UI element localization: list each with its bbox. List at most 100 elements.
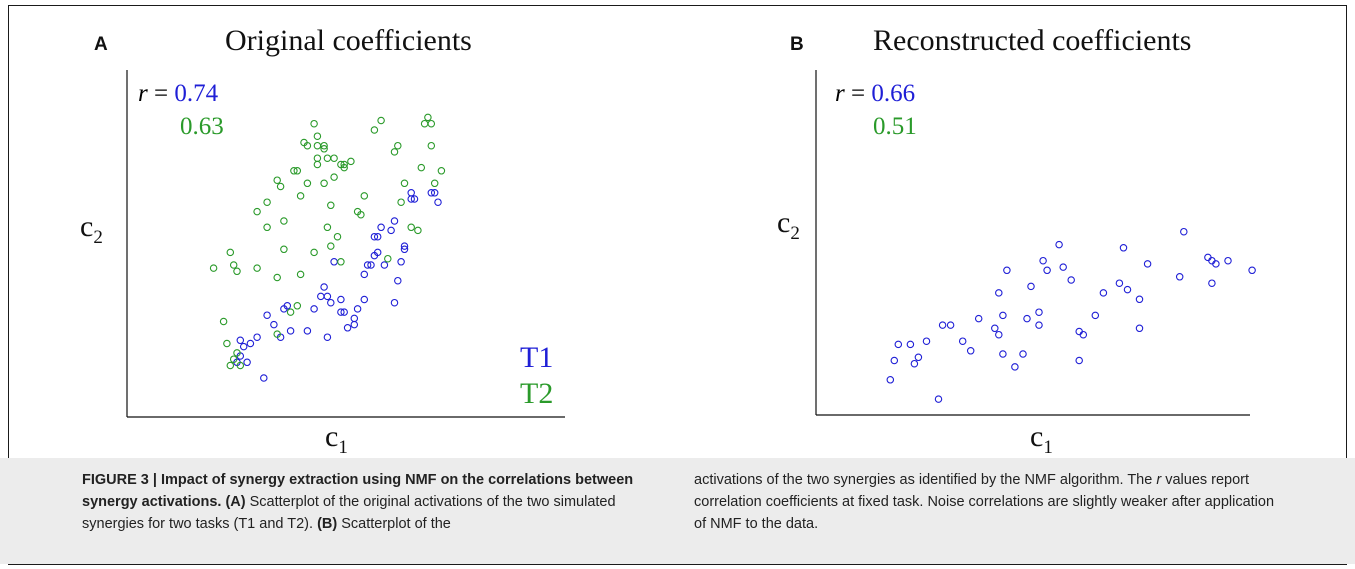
panel-a-point-t2 bbox=[286, 308, 295, 316]
panel-a-r-t2: 0.63 bbox=[180, 113, 224, 141]
panel-a-point-t2 bbox=[310, 248, 318, 257]
panel-b-point-t1 bbox=[1059, 263, 1067, 271]
panel-b-point-t1 bbox=[1023, 314, 1031, 323]
panel-a-point-t1 bbox=[323, 333, 332, 341]
panel-b-point-t1 bbox=[1099, 289, 1108, 297]
panel-a-point-t1 bbox=[377, 223, 385, 232]
panel-b-point-t1 bbox=[1039, 256, 1047, 265]
panel-a-point-t2 bbox=[233, 349, 241, 357]
panel-a-point-t2 bbox=[327, 242, 335, 250]
panel-a-point-t1 bbox=[434, 198, 442, 206]
panel-a-point-t1 bbox=[370, 232, 379, 241]
panel-b-point-t1 bbox=[995, 330, 1003, 339]
panel-b-point-t1 bbox=[1055, 240, 1063, 249]
panel-a-point-t2 bbox=[357, 210, 365, 219]
panel-a-legend: T1 T2 bbox=[520, 340, 553, 412]
panel-a-point-t2 bbox=[229, 355, 238, 363]
panel-a-point-t1 bbox=[380, 261, 389, 269]
panel-b-point-t1 bbox=[999, 311, 1007, 320]
panel-a-point-t1 bbox=[246, 339, 255, 348]
panel-a-point-t2 bbox=[280, 217, 288, 225]
panel-b-point-t1 bbox=[1035, 308, 1043, 316]
panel-a-point-t1 bbox=[387, 226, 395, 235]
panel-a-point-t2 bbox=[337, 258, 345, 266]
panel-a-point-t2 bbox=[400, 179, 409, 188]
panel-b-point-t1 bbox=[1143, 260, 1152, 268]
panel-a-point-t2 bbox=[347, 157, 355, 166]
panel-b-point-t1 bbox=[999, 350, 1007, 358]
panel-a-point-t2 bbox=[219, 317, 228, 326]
panel-b-r-t2: 0.51 bbox=[873, 113, 917, 141]
panel-b-point-t1 bbox=[1135, 324, 1144, 333]
panel-b-point-t1 bbox=[1011, 363, 1019, 371]
panel-a-point-t1 bbox=[260, 374, 268, 382]
panel-a-point-t2 bbox=[407, 223, 415, 232]
panel-a-point-t2 bbox=[229, 261, 238, 269]
panel-b-point-t1 bbox=[1212, 260, 1220, 268]
panel-a-point-t2 bbox=[320, 145, 328, 153]
panel-b-r-value-t1: 0.66 bbox=[871, 80, 916, 107]
panel-a-point-t2 bbox=[323, 223, 332, 232]
panel-b-point-t1 bbox=[922, 337, 931, 345]
panel-b-point-t1 bbox=[1043, 266, 1051, 275]
panel-a-point-t2 bbox=[276, 182, 285, 191]
r-equals: = bbox=[147, 80, 175, 107]
panel-a-point-t2 bbox=[293, 302, 302, 310]
panel-a-point-t2 bbox=[263, 223, 271, 232]
panel-a-point-t1 bbox=[394, 276, 402, 285]
figure-caption: FIGURE 3 | Impact of synergy extraction … bbox=[0, 458, 1355, 564]
caption-column-left: FIGURE 3 | Impact of synergy extraction … bbox=[82, 469, 657, 535]
panel-b-xlabel: c1 bbox=[1030, 420, 1053, 458]
caption-right-text-2: values report correlation coefficients a… bbox=[694, 472, 1275, 532]
panel-b-point-t1 bbox=[958, 337, 967, 345]
panel-a-point-t2 bbox=[360, 192, 369, 200]
panel-b-point-t1 bbox=[946, 321, 955, 329]
panel-a-point-t2 bbox=[320, 141, 328, 150]
panel-a-point-t2 bbox=[303, 179, 312, 188]
panel-a-point-t1 bbox=[343, 324, 352, 332]
caption-lead: FIGURE 3 | Impact of synergy extraction … bbox=[82, 472, 634, 510]
panel-a-point-t1 bbox=[410, 195, 419, 203]
panel-b-point-t1 bbox=[991, 324, 999, 333]
panel-a-point-t1 bbox=[427, 189, 436, 197]
panel-a-point-t2 bbox=[296, 192, 305, 200]
panel-a-point-t2 bbox=[420, 119, 429, 128]
panel-a-r-value-t2: 0.63 bbox=[180, 113, 224, 140]
panel-b-point-t1 bbox=[934, 395, 943, 403]
panel-a-point-t1 bbox=[400, 242, 409, 250]
panel-a-point-t1 bbox=[263, 311, 271, 319]
panel-b-point-t1 bbox=[906, 340, 915, 349]
panel-a-point-t1 bbox=[317, 292, 325, 301]
panel-a-point-t2 bbox=[377, 116, 385, 125]
panel-a-letter: A bbox=[94, 34, 108, 55]
panel-a-point-t2 bbox=[226, 361, 235, 370]
panel-a-point-t2 bbox=[313, 154, 322, 162]
r-equals: = bbox=[844, 80, 872, 107]
panel-a-point-t2 bbox=[253, 207, 261, 216]
panel-a-point-t2 bbox=[340, 160, 348, 169]
panel-a-point-t1 bbox=[397, 258, 405, 266]
panel-a-point-t1 bbox=[286, 327, 295, 335]
panel-a-point-t1 bbox=[239, 342, 248, 351]
panel-a-point-t2 bbox=[273, 330, 281, 338]
caption-part-a-label: (A) bbox=[225, 494, 246, 510]
panel-b-point-t1 bbox=[1180, 227, 1188, 236]
panel-a-xlabel: c1 bbox=[325, 420, 348, 458]
panel-a-point-t2 bbox=[296, 270, 305, 279]
panel-a-point-t2 bbox=[290, 167, 298, 175]
caption-part-b-text: Scatterplot of the bbox=[337, 516, 451, 532]
panel-b-point-t1 bbox=[1135, 295, 1144, 304]
panel-a-point-t2 bbox=[330, 154, 338, 162]
panel-a-point-t2 bbox=[430, 179, 439, 188]
panel-a-point-t2 bbox=[327, 201, 335, 210]
panel-a-ylabel: c2 bbox=[80, 210, 103, 248]
panel-a-point-t1 bbox=[363, 261, 372, 269]
panel-a-point-t2 bbox=[397, 198, 405, 206]
panel-b-point-t1 bbox=[938, 321, 947, 329]
panel-b-point-t1 bbox=[1119, 244, 1128, 252]
panel-b-r-t1: r = 0.66 bbox=[835, 80, 915, 108]
panel-b-point-t1 bbox=[1248, 266, 1256, 275]
panel-a-point-t2 bbox=[209, 264, 218, 272]
panel-b-point-t1 bbox=[894, 340, 903, 349]
